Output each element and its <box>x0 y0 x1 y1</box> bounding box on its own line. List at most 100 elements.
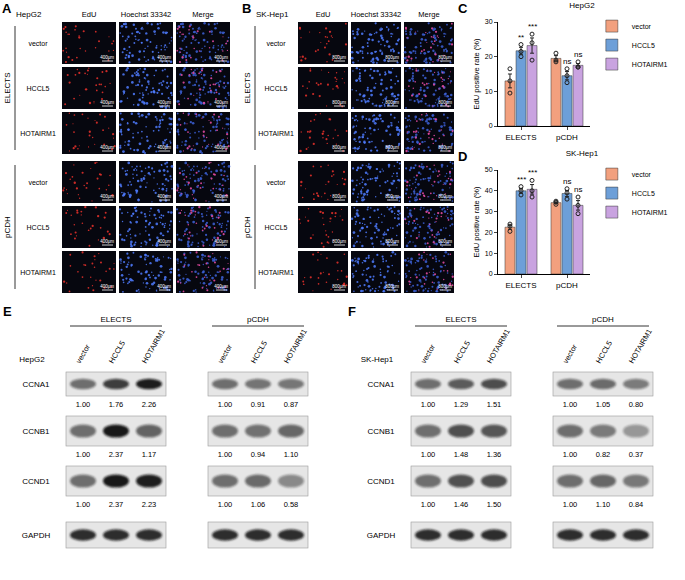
svg-text:HCCL5: HCCL5 <box>27 85 50 92</box>
svg-text:HepG2: HepG2 <box>569 1 595 10</box>
svg-text:Hoechst 33342: Hoechst 33342 <box>351 10 401 19</box>
svg-text:0.84: 0.84 <box>629 500 644 509</box>
svg-text:pCDH: pCDH <box>592 315 614 324</box>
svg-text:vector: vector <box>419 342 437 365</box>
svg-text:400μm: 400μm <box>214 100 228 105</box>
svg-text:1.00: 1.00 <box>421 450 436 459</box>
svg-text:vector: vector <box>561 342 579 365</box>
svg-text:vector: vector <box>74 342 92 365</box>
svg-text:800μm: 800μm <box>438 194 452 199</box>
svg-text:0: 0 <box>489 270 493 277</box>
svg-text:0.58: 0.58 <box>284 500 299 509</box>
svg-text:1.00: 1.00 <box>218 500 233 509</box>
svg-text:800μm: 800μm <box>438 284 452 289</box>
svg-text:CCNA1: CCNA1 <box>22 380 50 389</box>
svg-text:800μm: 800μm <box>438 239 452 244</box>
svg-text:800μm: 800μm <box>332 239 346 244</box>
svg-text:400μm: 400μm <box>214 145 228 150</box>
svg-text:400μm: 400μm <box>157 239 171 244</box>
svg-text:HOTAIRM1: HOTAIRM1 <box>282 327 309 365</box>
svg-text:400μm: 400μm <box>214 284 228 289</box>
svg-text:10: 10 <box>485 88 493 95</box>
svg-text:ELECTS: ELECTS <box>100 315 131 324</box>
svg-text:20: 20 <box>485 53 493 60</box>
svg-text:400μm: 400μm <box>100 284 114 289</box>
svg-text:400μm: 400μm <box>100 194 114 199</box>
svg-text:E: E <box>3 304 12 319</box>
svg-text:1.10: 1.10 <box>596 500 611 509</box>
svg-text:800μm: 800μm <box>438 100 452 105</box>
svg-text:1.29: 1.29 <box>454 400 469 409</box>
svg-text:400μm: 400μm <box>157 100 171 105</box>
svg-text:400μm: 400μm <box>214 194 228 199</box>
svg-text:0.87: 0.87 <box>284 400 299 409</box>
svg-text:ELECTS: ELECTS <box>505 133 536 142</box>
svg-text:HepG2: HepG2 <box>19 355 45 364</box>
svg-text:800μm: 800μm <box>385 239 399 244</box>
svg-text:Merge: Merge <box>192 10 213 19</box>
svg-text:***: *** <box>528 22 537 31</box>
svg-text:HCCL5: HCCL5 <box>452 339 472 365</box>
svg-text:2.26: 2.26 <box>142 400 157 409</box>
svg-text:1.76: 1.76 <box>109 400 124 409</box>
svg-text:***: *** <box>517 175 526 184</box>
svg-text:***: *** <box>528 168 537 177</box>
svg-text:pCDH: pCDH <box>556 281 578 290</box>
svg-text:EdU positive rate (%): EdU positive rate (%) <box>472 38 481 109</box>
svg-text:1.17: 1.17 <box>142 450 157 459</box>
svg-text:ns: ns <box>563 177 571 186</box>
svg-text:400μm: 400μm <box>100 55 114 60</box>
svg-text:F: F <box>348 304 356 319</box>
svg-text:EdU: EdU <box>82 10 97 19</box>
svg-text:**: ** <box>518 33 524 42</box>
svg-text:0.82: 0.82 <box>596 450 611 459</box>
svg-text:0.94: 0.94 <box>251 450 266 459</box>
svg-text:D: D <box>458 149 467 164</box>
svg-text:vector: vector <box>632 171 652 178</box>
svg-text:ns: ns <box>574 50 582 59</box>
svg-text:ns: ns <box>563 57 571 66</box>
svg-text:1.05: 1.05 <box>596 400 611 409</box>
svg-text:800μm: 800μm <box>332 100 346 105</box>
svg-text:HCCL5: HCCL5 <box>265 224 288 231</box>
svg-text:1.06: 1.06 <box>251 500 266 509</box>
svg-text:CCNB1: CCNB1 <box>367 427 395 436</box>
svg-text:1.00: 1.00 <box>421 500 436 509</box>
svg-text:HCCL5: HCCL5 <box>594 339 614 365</box>
svg-text:ELECTS: ELECTS <box>3 72 12 103</box>
svg-text:800μm: 800μm <box>332 284 346 289</box>
svg-text:HCCL5: HCCL5 <box>27 224 50 231</box>
svg-text:GAPDH: GAPDH <box>22 531 51 540</box>
svg-text:1.50: 1.50 <box>487 500 502 509</box>
svg-text:800μm: 800μm <box>438 55 452 60</box>
svg-text:400μm: 400μm <box>100 100 114 105</box>
svg-text:HepG2: HepG2 <box>16 10 42 19</box>
svg-text:30: 30 <box>485 208 493 215</box>
svg-text:HCCL5: HCCL5 <box>265 85 288 92</box>
svg-text:400μm: 400μm <box>100 239 114 244</box>
svg-text:1.00: 1.00 <box>76 400 91 409</box>
svg-text:400μm: 400μm <box>100 145 114 150</box>
svg-text:1.46: 1.46 <box>454 500 469 509</box>
svg-text:HOTAIRM1: HOTAIRM1 <box>20 269 56 276</box>
svg-text:HOTAIRM1: HOTAIRM1 <box>140 327 167 365</box>
svg-text:1.00: 1.00 <box>76 500 91 509</box>
svg-text:0: 0 <box>489 122 493 129</box>
svg-text:800μm: 800μm <box>385 194 399 199</box>
svg-text:SK-Hep1: SK-Hep1 <box>566 149 599 158</box>
svg-text:vector: vector <box>28 40 48 47</box>
svg-text:CCND1: CCND1 <box>367 477 395 486</box>
svg-text:2.37: 2.37 <box>109 500 124 509</box>
svg-text:pCDH: pCDH <box>247 315 269 324</box>
svg-text:SK-Hep1: SK-Hep1 <box>361 355 394 364</box>
svg-text:HOTAIRM1: HOTAIRM1 <box>632 209 668 216</box>
svg-text:ELECTS: ELECTS <box>505 281 536 290</box>
svg-text:400μm: 400μm <box>157 284 171 289</box>
svg-text:HOTAIRM1: HOTAIRM1 <box>258 130 294 137</box>
svg-text:40: 40 <box>485 187 493 194</box>
svg-text:800μm: 800μm <box>332 55 346 60</box>
svg-text:CCNA1: CCNA1 <box>367 380 395 389</box>
svg-text:HOTAIRM1: HOTAIRM1 <box>627 327 654 365</box>
svg-text:GAPDH: GAPDH <box>367 531 396 540</box>
svg-text:SK-Hep1: SK-Hep1 <box>256 10 289 19</box>
